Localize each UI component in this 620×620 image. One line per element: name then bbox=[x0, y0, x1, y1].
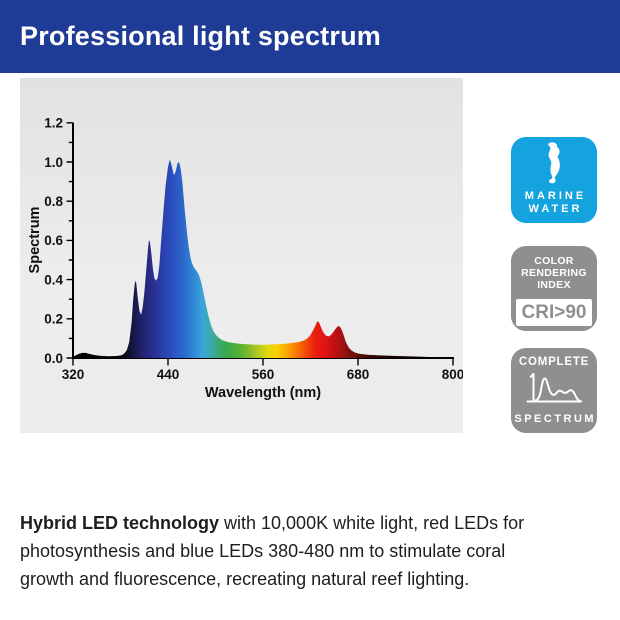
spectrum-card: 0.0 0.2 0.4 0.6 0.8 1.0 1.2 320 440 560 680 800 Spe… bbox=[20, 78, 463, 433]
y-tick-label: 0.8 bbox=[44, 194, 63, 209]
cri-line-index: INDEX bbox=[537, 279, 571, 291]
description-bold: Hybrid LED technology bbox=[20, 513, 220, 533]
spectrum-chart: 0.0 0.2 0.4 0.6 0.8 1.0 1.2 320 440 560 680 800 Spe… bbox=[27, 116, 463, 401]
cri-line-rendering: RENDERING bbox=[521, 267, 587, 279]
chart-axes bbox=[72, 122, 454, 359]
y-axis-title: Spectrum bbox=[27, 207, 43, 274]
x-tick-label: 440 bbox=[157, 367, 180, 382]
y-tick-label: 0.2 bbox=[44, 312, 63, 327]
marine-line: MARINE bbox=[524, 190, 587, 202]
axis-ticks bbox=[66, 122, 454, 366]
spectrum-area bbox=[73, 160, 453, 358]
description-text: Hybrid LED technology with 10,000K white… bbox=[20, 509, 612, 593]
x-axis-title: Wavelength (nm) bbox=[205, 385, 321, 401]
cri-badge: COLOR RENDERING INDEX CRI>90 bbox=[511, 246, 597, 331]
description-line1: with 10,000K white light, red LEDs for bbox=[219, 513, 525, 533]
water-line: WATER bbox=[528, 203, 583, 215]
marine-water-label: MARINE WATER bbox=[511, 190, 597, 216]
y-tick-label: 1.2 bbox=[44, 116, 63, 131]
marine-water-badge: MARINE WATER bbox=[511, 137, 597, 223]
seahorse-icon bbox=[548, 142, 560, 184]
x-tick-label: 320 bbox=[62, 367, 85, 382]
tick-labels: 0.0 0.2 0.4 0.6 0.8 1.0 1.2 320 440 560 680 800 bbox=[44, 116, 463, 382]
spectrum-curve-icon bbox=[526, 373, 582, 403]
x-tick-label: 560 bbox=[252, 367, 275, 382]
header: Professional light spectrum bbox=[0, 0, 620, 73]
y-tick-label: 0.6 bbox=[44, 233, 63, 248]
y-tick-label: 0.4 bbox=[44, 272, 63, 287]
complete-spectrum-badge: COMPLETE SPECTRUM bbox=[511, 348, 597, 433]
cri-value: CRI>90 bbox=[516, 299, 592, 326]
x-tick-label: 680 bbox=[347, 367, 370, 382]
description-line2: photosynthesis and blue LEDs 380-480 nm … bbox=[20, 541, 506, 561]
x-tick-label: 800 bbox=[442, 367, 463, 382]
complete-label: COMPLETE bbox=[518, 356, 590, 368]
spectrum-label: SPECTRUM bbox=[514, 413, 597, 425]
y-tick-label: 1.0 bbox=[44, 155, 63, 170]
y-tick-label: 0.0 bbox=[44, 351, 63, 366]
cri-line-color: COLOR bbox=[534, 255, 574, 267]
cri-label: COLOR RENDERING INDEX bbox=[511, 246, 597, 291]
description-line3: growth and fluorescence, recreating natu… bbox=[20, 569, 470, 589]
page-title: Professional light spectrum bbox=[20, 21, 381, 51]
